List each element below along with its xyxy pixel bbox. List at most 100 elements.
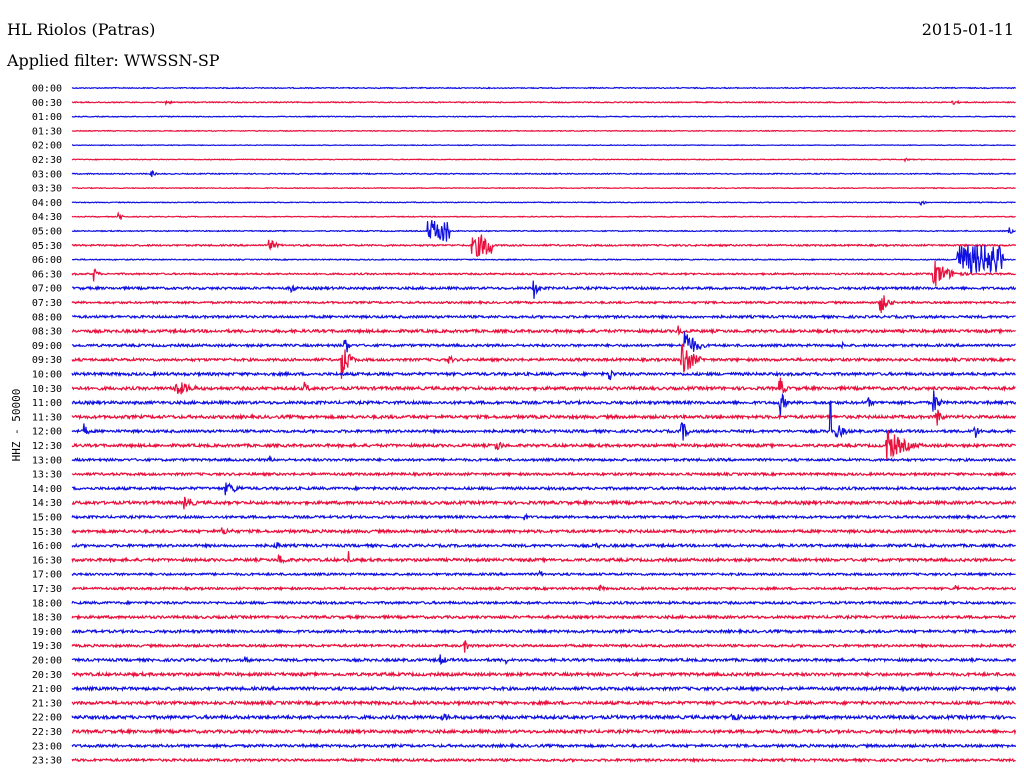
trace-row	[71, 86, 1017, 90]
trace-row	[71, 713, 1017, 722]
row-time-label: 14:00	[32, 484, 62, 495]
row-time-label: 18:30	[32, 613, 62, 624]
row-time-label: 13:00	[32, 455, 62, 466]
trace-row	[71, 200, 1016, 206]
row-time-label: 17:00	[32, 570, 62, 581]
trace-row	[71, 482, 1017, 496]
row-time-label: 01:00	[32, 112, 62, 123]
trace-row	[71, 699, 1016, 707]
trace-row	[71, 234, 1017, 258]
trace-row	[71, 220, 1016, 242]
trace-row	[71, 569, 1016, 577]
row-time-label: 00:30	[32, 98, 62, 109]
trace-row	[71, 640, 1017, 653]
row-time-label: 17:30	[32, 584, 62, 595]
trace-row	[71, 527, 1017, 535]
row-time-label: 22:00	[32, 713, 62, 724]
row-time-label: 19:00	[32, 627, 62, 638]
trace-row	[71, 727, 1017, 736]
trace-row	[71, 99, 1016, 107]
trace-row	[71, 512, 1016, 521]
row-time-label: 00:00	[32, 84, 62, 95]
trace-row	[71, 541, 1016, 550]
trace-row	[71, 584, 1017, 592]
trace-row	[71, 377, 1016, 395]
row-time-label: 19:30	[32, 641, 62, 652]
row-time-label: 05:00	[32, 227, 62, 238]
trace-row	[71, 400, 1016, 441]
trace-row	[71, 211, 1016, 220]
trace-row	[71, 343, 1016, 379]
trace-row	[71, 551, 1016, 564]
row-time-label: 07:30	[32, 298, 62, 309]
row-time-label: 07:00	[32, 284, 62, 295]
trace-row	[71, 742, 1017, 750]
row-time-label: 23:30	[32, 756, 62, 767]
trace-row	[71, 295, 1017, 314]
row-time-label: 02:30	[32, 155, 62, 166]
row-time-label: 23:00	[32, 741, 62, 752]
row-time-label: 06:00	[32, 255, 62, 266]
trace-row	[71, 471, 1017, 478]
trace-row	[71, 325, 1016, 336]
trace-row	[71, 313, 1016, 320]
trace-row	[71, 627, 1017, 636]
row-time-label: 01:30	[32, 126, 62, 137]
row-time-label: 12:00	[32, 427, 62, 438]
row-time-label: 03:30	[32, 184, 62, 195]
row-time-label: 15:30	[32, 527, 62, 538]
trace-row	[71, 599, 1016, 606]
trace-row	[71, 369, 1016, 381]
row-time-label: 13:30	[32, 470, 62, 481]
trace-row	[71, 170, 1017, 177]
trace-row	[71, 157, 1016, 163]
row-time-label: 11:00	[32, 398, 62, 409]
trace-row	[71, 756, 1016, 764]
row-time-label: 10:30	[32, 384, 62, 395]
filter-label: Applied filter: WWSSN-SP	[7, 51, 220, 70]
row-time-label: 08:00	[32, 312, 62, 323]
trace-row	[71, 331, 1016, 353]
trace-row	[71, 245, 1016, 275]
row-time-label: 06:30	[32, 269, 62, 280]
row-time-label: 21:30	[32, 698, 62, 709]
row-time-label: 04:00	[32, 198, 62, 209]
row-time-label: 09:30	[32, 355, 62, 366]
row-time-label: 21:00	[32, 684, 62, 695]
trace-row	[71, 454, 1017, 463]
trace-row	[71, 115, 1016, 118]
trace-row	[72, 144, 1016, 147]
trace-row	[71, 280, 1017, 299]
trace-row	[71, 260, 1017, 287]
trace-row	[71, 409, 1017, 426]
plot-date: 2015-01-11	[921, 20, 1014, 39]
row-time-label: 05:30	[32, 241, 62, 252]
trace-row	[71, 129, 1016, 133]
row-time-label: 18:00	[32, 598, 62, 609]
row-time-label: 11:30	[32, 412, 62, 423]
row-time-label: 08:30	[32, 327, 62, 338]
row-time-label: 15:00	[32, 513, 62, 524]
station-title: HL Riolos (Patras)	[7, 20, 156, 39]
row-time-label: 14:30	[32, 498, 62, 509]
row-time-label: 20:00	[32, 656, 62, 667]
row-time-label: 02:00	[32, 141, 62, 152]
trace-row	[71, 670, 1016, 679]
trace-row	[71, 654, 1017, 666]
row-time-label: 04:30	[32, 212, 62, 223]
trace-row	[71, 496, 1017, 510]
row-time-label: 16:30	[32, 555, 62, 566]
trace-row	[71, 613, 1017, 621]
trace-row	[71, 390, 1017, 417]
row-time-label: 22:30	[32, 727, 62, 738]
row-time-label: 09:00	[32, 341, 62, 352]
row-time-label: 20:30	[32, 670, 62, 681]
row-time-label: 03:00	[32, 169, 62, 180]
row-time-label: 12:30	[32, 441, 62, 452]
row-time-label: 16:00	[32, 541, 62, 552]
trace-row	[71, 684, 1017, 693]
trace-row	[71, 186, 1016, 190]
trace-row	[71, 430, 1017, 461]
row-time-label: 10:00	[32, 370, 62, 381]
